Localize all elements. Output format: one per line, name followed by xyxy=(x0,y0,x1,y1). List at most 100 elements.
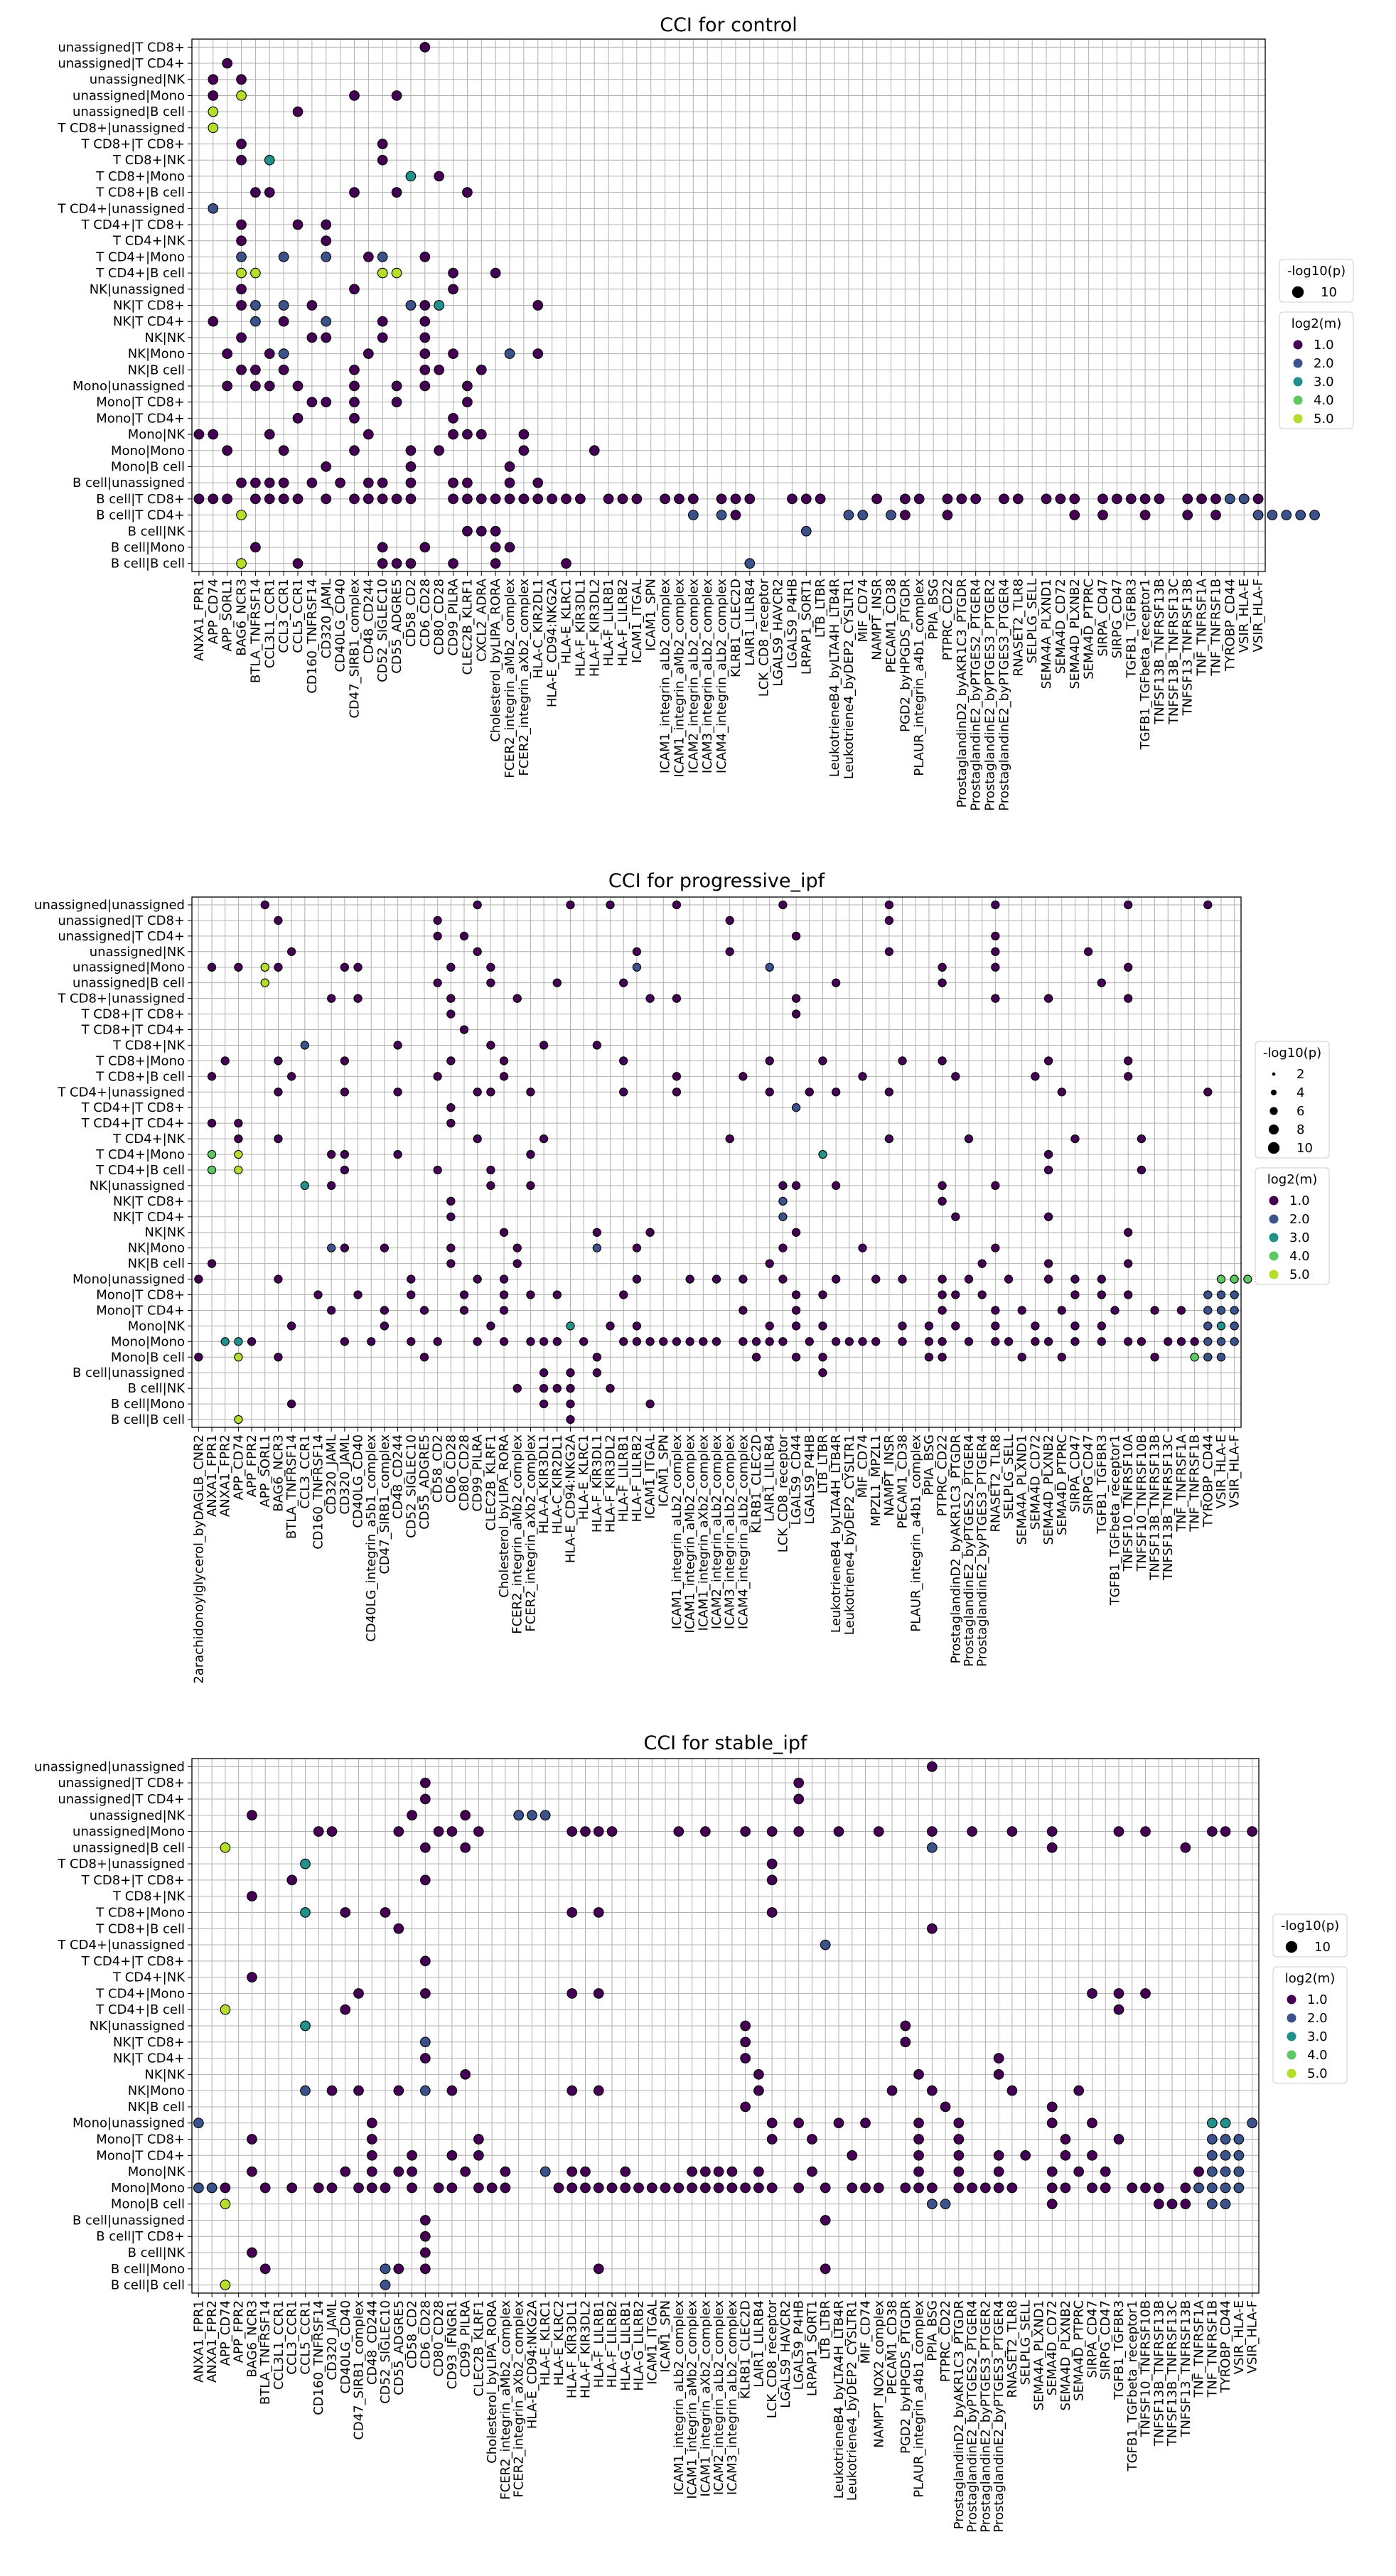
data-point xyxy=(593,1826,604,1837)
data-point xyxy=(349,187,360,198)
y-tick-label: Mono|T CD4+ xyxy=(96,2148,185,2163)
x-tick-label: BTLA_TNFRSF14 xyxy=(284,1434,299,1539)
data-point xyxy=(1230,1274,1239,1284)
data-point xyxy=(499,1306,509,1315)
x-tick-label: TNFSF10_TNFRSF10A xyxy=(1121,1434,1136,1572)
x-tick-label: LRPAP1_SORT1 xyxy=(805,2300,820,2396)
x-tick-label: TGFB1_TGFBR3 xyxy=(1112,2300,1127,2400)
color-legend-label: 2.0 xyxy=(1314,356,1334,371)
data-point xyxy=(791,1353,801,1362)
data-point xyxy=(765,1056,774,1066)
data-point xyxy=(938,962,947,972)
data-point xyxy=(419,2231,431,2242)
data-point xyxy=(900,2020,911,2032)
data-point xyxy=(250,267,261,279)
data-point xyxy=(462,493,473,505)
x-tick-label: CD99_PILRA xyxy=(458,2299,473,2377)
x-tick-label: CD52_SIGLEC10 xyxy=(404,1434,419,1538)
data-point xyxy=(843,510,854,520)
data-point xyxy=(815,493,826,505)
data-point xyxy=(1154,493,1165,505)
data-point xyxy=(1153,2199,1164,2210)
data-point xyxy=(407,1290,416,1299)
data-point xyxy=(419,1306,429,1315)
x-tick-label: PECAM1_CD38 xyxy=(896,1434,911,1528)
data-point xyxy=(567,1988,578,1999)
data-point xyxy=(340,1243,350,1252)
y-tick-label: T CD8+|B cell xyxy=(95,1069,185,1084)
data-point xyxy=(818,1290,827,1299)
data-point xyxy=(321,235,332,247)
data-point xyxy=(938,1337,947,1346)
data-point xyxy=(459,1290,469,1299)
x-tick-label: TYROBP_CD44 xyxy=(1223,579,1237,672)
data-point xyxy=(603,493,614,505)
data-point xyxy=(1190,1337,1199,1346)
data-point xyxy=(349,90,360,101)
y-tick-label: unassigned|unassigned xyxy=(34,898,185,913)
data-point xyxy=(446,2182,458,2194)
chart-panel-2: CCI for stable_ipf unassigned|unassigned u… xyxy=(34,1732,1348,2533)
x-tick-label: MPZL1_MPZL1 xyxy=(869,1434,884,1526)
data-point xyxy=(860,2118,871,2129)
data-point xyxy=(326,1826,338,1837)
y-tick-label: T CD8+|unassigned xyxy=(57,1857,185,1872)
data-point xyxy=(1043,1212,1053,1221)
data-point xyxy=(193,429,205,440)
y-tick-label: Mono|B cell xyxy=(111,1350,185,1365)
data-point xyxy=(991,1243,1000,1252)
data-point xyxy=(462,429,473,440)
data-point xyxy=(818,1321,827,1331)
x-tick-label: PLAUR_integrin_a4b1_complex xyxy=(908,1434,923,1632)
data-point xyxy=(1124,900,1133,910)
y-tick-label: T CD8+|NK xyxy=(112,153,186,168)
data-point xyxy=(473,1274,482,1284)
y-tick-label: NK|unassigned xyxy=(90,282,185,297)
data-point xyxy=(1112,493,1122,505)
data-point xyxy=(793,2118,805,2129)
data-point xyxy=(672,1072,682,1081)
color-legend-marker xyxy=(1269,1196,1279,1206)
x-tick-label: HLA-F_KIR3DL1 xyxy=(565,2300,580,2398)
x-tick-label: VSIR_HLA-E xyxy=(1237,579,1252,653)
data-point xyxy=(1046,2182,1058,2194)
x-tick-label: CD320_JAML xyxy=(338,1434,353,1515)
y-tick-label: NK|unassigned xyxy=(90,1179,185,1193)
x-tick-label: LGALS9_HAVCR2 xyxy=(771,579,786,687)
data-point xyxy=(818,1368,827,1378)
x-tick-label: TNFSF13B_TNFRSF13B xyxy=(1148,1434,1163,1581)
data-point xyxy=(1046,2166,1058,2177)
data-point xyxy=(730,493,741,505)
data-point xyxy=(499,1228,509,1237)
data-point xyxy=(393,1149,402,1159)
data-point xyxy=(818,1353,827,1362)
data-point xyxy=(1060,2182,1071,2194)
data-point xyxy=(1281,510,1292,520)
data-point xyxy=(306,477,318,488)
data-point xyxy=(561,558,571,569)
data-point xyxy=(1137,1165,1147,1175)
data-point xyxy=(377,542,388,553)
x-tick-label: APP_SORL1 xyxy=(258,1434,273,1508)
data-point xyxy=(300,1041,309,1050)
x-tick-label: CLEC2B_KLRF1 xyxy=(483,1434,498,1530)
data-point xyxy=(274,962,283,972)
data-point xyxy=(980,2182,991,2194)
x-tick-label: LTB_LTBR xyxy=(813,579,828,638)
y-tick-label: unassigned|NK xyxy=(90,945,186,960)
x-tick-label: SEMA4A_PLXND1 xyxy=(1031,2300,1046,2410)
data-point xyxy=(805,1337,814,1346)
data-point xyxy=(499,1274,509,1284)
data-point xyxy=(340,1337,350,1346)
data-point xyxy=(1220,1826,1231,1837)
x-tick-label: BTLA_TNFRSF14 xyxy=(258,2300,273,2405)
x-tick-label: TNFSF13B_TNFRSF13C xyxy=(1166,579,1181,725)
x-tick-label: HLA-A_KIR3DL1 xyxy=(537,1434,552,1534)
data-point xyxy=(448,348,458,359)
x-tick-label: APP_CD74 xyxy=(231,1434,246,1500)
data-point xyxy=(353,2182,364,2194)
data-point xyxy=(405,558,417,569)
data-point xyxy=(778,1274,788,1284)
data-point xyxy=(1124,1056,1133,1066)
data-point xyxy=(993,2069,1004,2080)
